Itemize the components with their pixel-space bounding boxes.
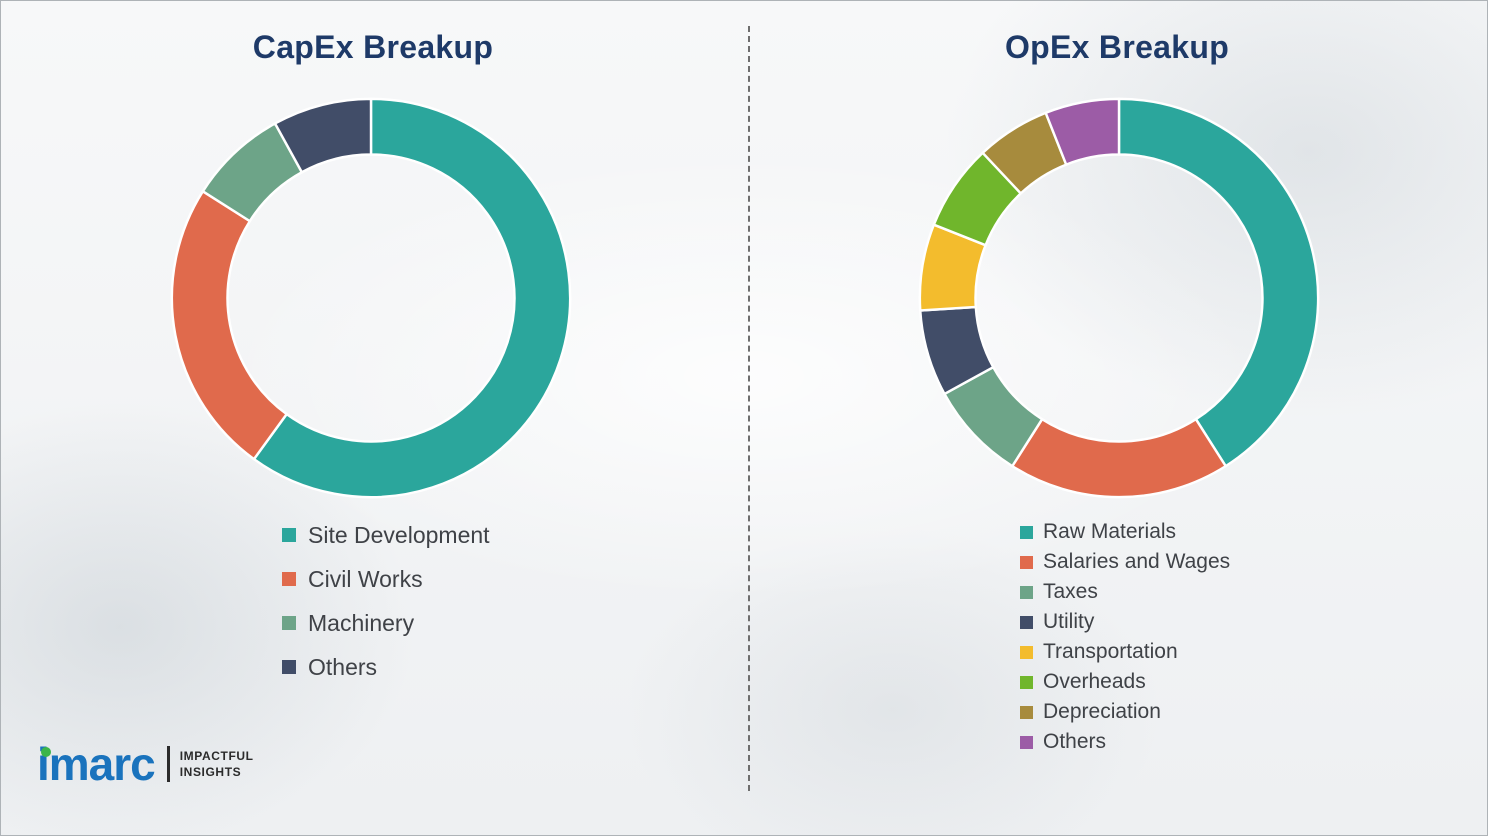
legend-swatch-icon xyxy=(1020,735,1033,749)
capex-legend: Site Development Civil Works Machinery Othe… xyxy=(282,513,490,689)
legend-item-machinery: Machinery xyxy=(282,601,490,645)
opex-legend: Raw Materials Salaries and Wages Taxes Util… xyxy=(1020,517,1230,757)
legend-swatch-icon xyxy=(1020,645,1033,659)
capex-donut-chart xyxy=(170,97,572,499)
donut-segment-others xyxy=(1044,97,1121,166)
legend-label: Site Development xyxy=(308,521,490,548)
legend-item-taxes: Taxes xyxy=(1020,577,1230,607)
legend-item-transportation: Transportation xyxy=(1020,637,1230,667)
legend-swatch-icon xyxy=(282,528,296,542)
legend-label: Others xyxy=(1043,730,1107,753)
legend-item-raw-materials: Raw Materials xyxy=(1020,517,1230,547)
legend-label: Depreciation xyxy=(1043,700,1161,723)
legend-label: Overheads xyxy=(1043,670,1146,693)
legend-item-salaries-and-wages: Salaries and Wages xyxy=(1020,547,1230,577)
legend-label: Utility xyxy=(1043,610,1095,633)
legend-label: Machinery xyxy=(308,609,415,636)
legend-swatch-icon xyxy=(1020,705,1033,719)
legend-item-civil-works: Civil Works xyxy=(282,557,490,601)
legend-item-others: Others xyxy=(1020,727,1230,757)
vertical-dashed-divider xyxy=(748,26,750,791)
donut-segment-site-development xyxy=(252,97,572,499)
logo-leaf-dot-icon xyxy=(41,747,51,757)
legend-swatch-icon xyxy=(282,572,296,586)
legend-swatch-icon xyxy=(1020,585,1033,599)
logo-tagline-line1: IMPACTFUL xyxy=(179,748,254,763)
legend-label: Taxes xyxy=(1043,580,1098,603)
logo-brand-text: imarc xyxy=(37,738,156,790)
logo-separator xyxy=(166,746,170,782)
logo-tagline-line2: INSIGHTS xyxy=(179,765,242,779)
legend-label: Salaries and Wages xyxy=(1043,550,1231,573)
legend-item-depreciation: Depreciation xyxy=(1020,697,1230,727)
opex-donut-chart xyxy=(918,97,1320,499)
logo-wordmark: imarc xyxy=(37,738,156,790)
legend-swatch-icon xyxy=(282,660,296,674)
legend-swatch-icon xyxy=(1020,525,1033,539)
capex-chart-title: CapEx Breakup xyxy=(252,29,494,65)
opex-chart-title: OpEx Breakup xyxy=(1004,29,1230,65)
legend-swatch-icon xyxy=(1020,615,1033,629)
donut-segment-salaries-and-wages xyxy=(1011,417,1227,499)
imarc-logo: imarc IMPACTFUL INSIGHTS xyxy=(37,741,254,787)
capex-panel: CapEx Breakup Site Development Civil Work… xyxy=(1,1,745,835)
donut-segment-raw-materials xyxy=(1117,97,1320,468)
legend-label: Transportation xyxy=(1043,640,1178,663)
legend-label: Civil Works xyxy=(308,565,423,592)
legend-label: Raw Materials xyxy=(1043,520,1177,543)
legend-label: Others xyxy=(308,653,378,680)
legend-swatch-icon xyxy=(282,616,296,630)
donut-segment-others xyxy=(273,97,373,174)
opex-panel: OpEx Breakup Raw Materials Salaries and W… xyxy=(745,1,1487,835)
logo-tagline: IMPACTFUL INSIGHTS xyxy=(180,748,254,780)
donut-segment-civil-works xyxy=(170,190,288,461)
legend-item-utility: Utility xyxy=(1020,607,1230,637)
legend-item-others: Others xyxy=(282,645,490,689)
legend-swatch-icon xyxy=(1020,555,1033,569)
legend-item-overheads: Overheads xyxy=(1020,667,1230,697)
legend-swatch-icon xyxy=(1020,675,1033,689)
legend-item-site-development: Site Development xyxy=(282,513,490,557)
